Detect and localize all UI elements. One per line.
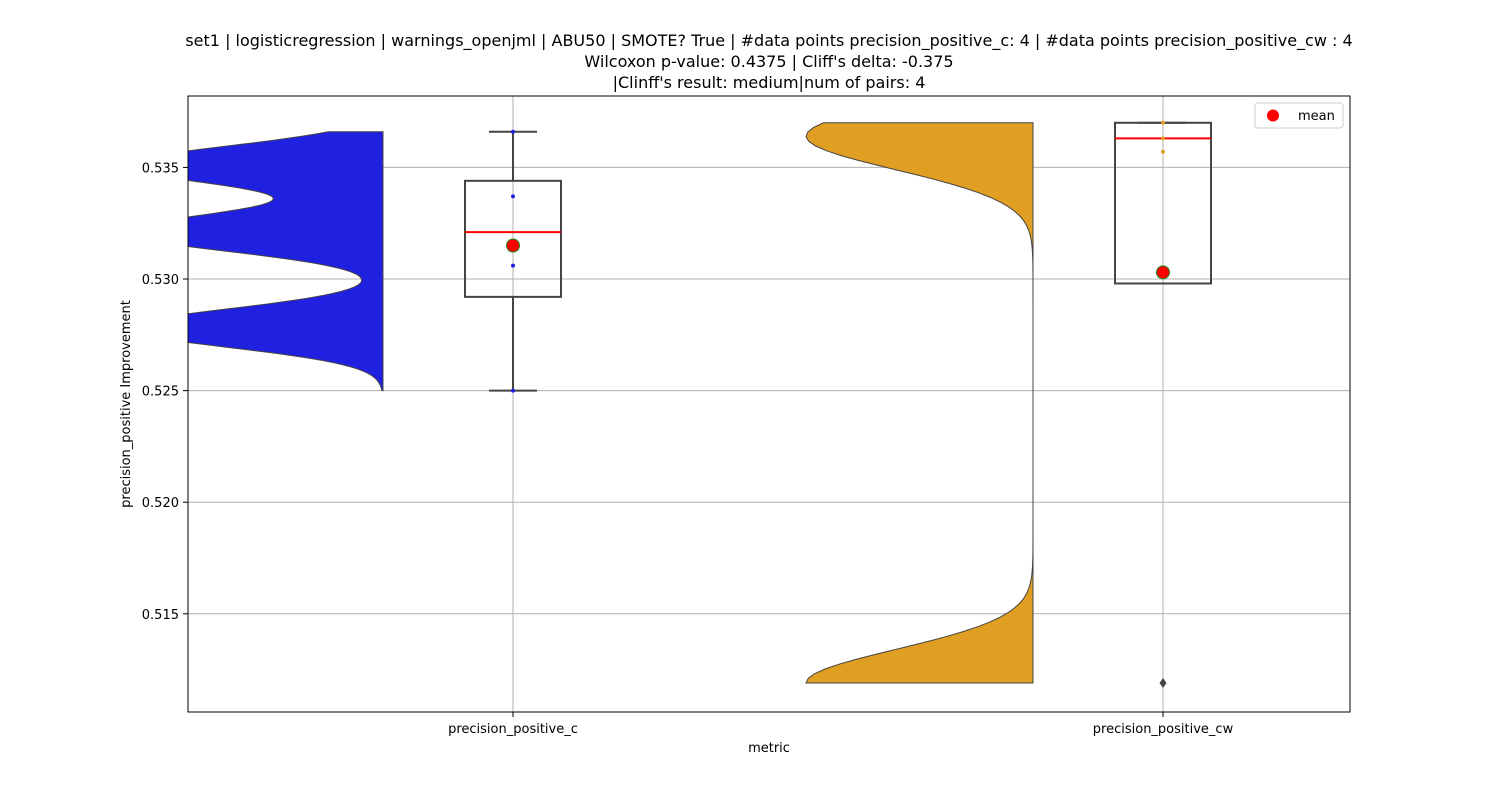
- violins: [188, 122, 1034, 684]
- legend-box: [1254, 102, 1344, 129]
- y-tick-label: 0.520: [142, 496, 179, 511]
- data-point: [1161, 136, 1165, 141]
- legend-label: mean: [1298, 109, 1335, 124]
- y-axis-label: precision_positive Improvement: [119, 300, 134, 508]
- y-axis-ticks: 0.515 0.520 0.525 0.530 0.535: [142, 161, 188, 623]
- x-tick-label: precision_positive_cw: [1093, 722, 1234, 737]
- y-tick-label: 0.525: [142, 385, 179, 400]
- legend-mean-marker: [1267, 109, 1279, 122]
- violin-precision_positive_cw: [805, 122, 1034, 684]
- x-axis-label: metric: [748, 741, 790, 756]
- title-line-2: Wilcoxon p-value: 0.4375 | Cliff's delta…: [584, 52, 953, 71]
- y-tick-label: 0.515: [142, 608, 179, 623]
- outlier-point: [1159, 677, 1167, 688]
- boxplot-precision_positive_c: [464, 129, 562, 393]
- data-point: [511, 263, 515, 268]
- x-tick-label: precision_positive_c: [448, 722, 578, 737]
- data-point: [1161, 149, 1165, 154]
- title-line-3: |Clinff's result: medium|num of pairs: 4: [613, 73, 926, 92]
- mean-marker: [506, 238, 520, 253]
- title-line-1: set1 | logisticregression | warnings_ope…: [185, 31, 1352, 51]
- y-tick-label: 0.530: [142, 273, 179, 288]
- boxplot-precision_positive_cw: [1114, 120, 1212, 688]
- y-tick-label: 0.535: [142, 161, 179, 176]
- plot-area: [188, 120, 1212, 688]
- mean-marker: [1156, 265, 1170, 280]
- data-point: [511, 129, 515, 134]
- data-point: [511, 194, 515, 199]
- x-axis-ticks: precision_positive_c precision_positive_c…: [448, 712, 1234, 737]
- data-point: [511, 388, 515, 393]
- chart-title: set1 | logisticregression | warnings_ope…: [185, 31, 1352, 92]
- plot-frame: [187, 95, 1351, 713]
- data-point: [1161, 120, 1165, 125]
- legend: mean: [1254, 102, 1344, 129]
- violin-precision_positive_c: [188, 131, 384, 392]
- box: [464, 179, 562, 298]
